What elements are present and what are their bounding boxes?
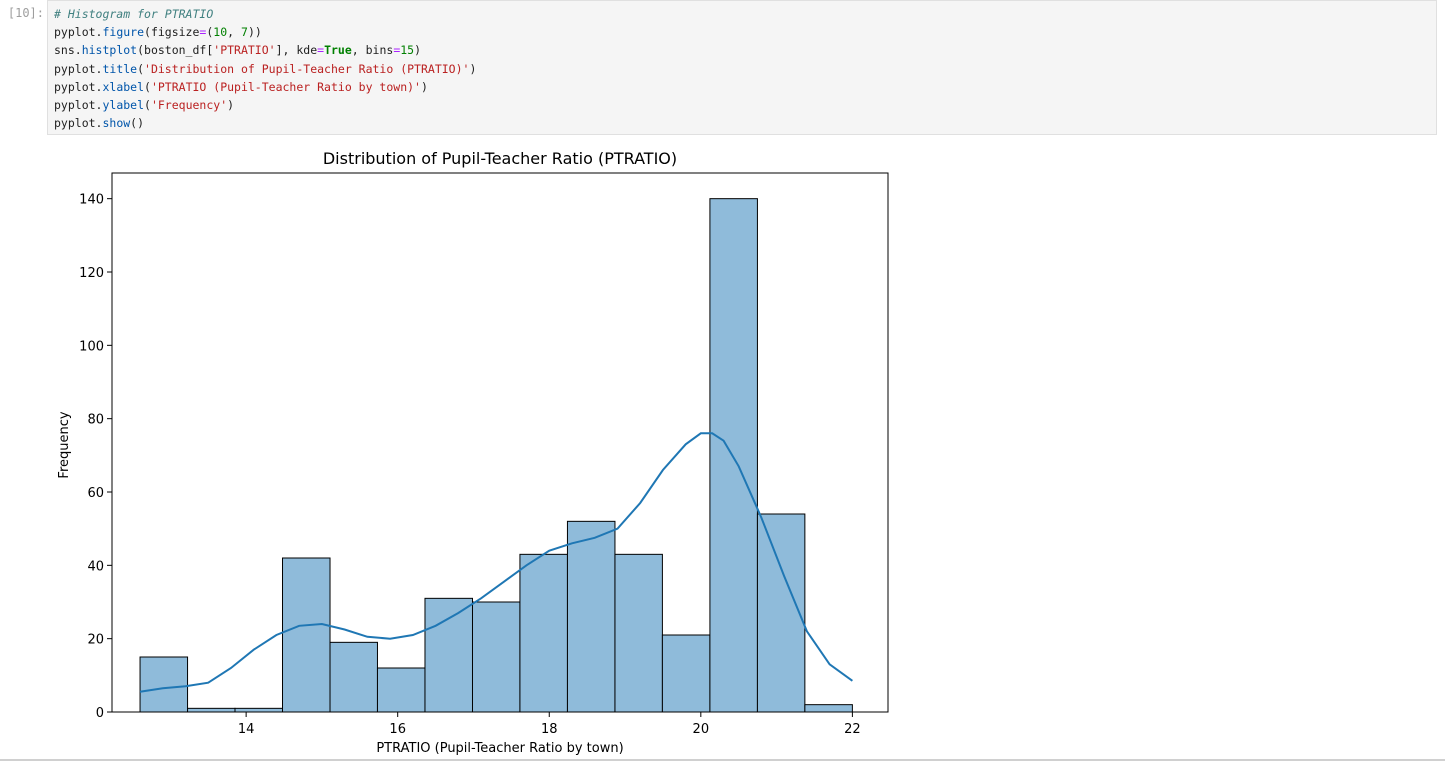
y-tick-label: 80 — [87, 413, 104, 428]
code-token: = — [199, 25, 207, 40]
code-token: 'PTRATIO' — [213, 43, 276, 58]
code-token: ], kde — [275, 43, 318, 58]
histogram-bar — [187, 707, 236, 713]
code-token: , bins — [351, 43, 394, 58]
y-tick-label: 40 — [87, 559, 104, 574]
x-tick-label: 20 — [693, 722, 710, 737]
chart-title: Distribution of Pupil-Teacher Ratio (PTR… — [323, 149, 677, 168]
histogram-bar — [234, 707, 284, 713]
histogram-bar — [519, 553, 568, 713]
code-token: show — [102, 116, 131, 131]
code-token: histplot — [81, 43, 138, 58]
x-tick-label: 14 — [238, 722, 255, 737]
code-token: pyplot. — [54, 25, 103, 40]
code-token: 'Distribution of Pupil-Teacher Ratio (PT… — [144, 61, 470, 76]
y-tick-label: 20 — [87, 633, 104, 648]
code-token: (figsize — [144, 25, 200, 40]
code-token: pyplot. — [54, 61, 103, 76]
histogram-bar — [661, 634, 711, 713]
code-token: pyplot. — [54, 116, 103, 131]
code-token: 'Frequency' — [150, 98, 228, 113]
code-token: figure — [102, 25, 145, 40]
y-tick-label: 60 — [87, 486, 104, 501]
code-token: ( — [137, 61, 145, 76]
histogram-bar — [804, 704, 853, 713]
code-token: pyplot. — [54, 79, 103, 94]
code-token: 10 — [213, 25, 228, 40]
histogram-bar — [329, 641, 378, 713]
code-line: pyplot.figure(figsize=(10, 7)) — [54, 23, 1436, 41]
code-token: ( — [206, 25, 214, 40]
histogram-bar — [756, 513, 806, 713]
code-token: = — [317, 43, 325, 58]
code-line: pyplot.title('Distribution of Pupil-Teac… — [54, 60, 1436, 78]
code-token: xlabel — [102, 79, 145, 94]
code-line: sns.histplot(boston_df['PTRATIO'], kde=T… — [54, 41, 1436, 59]
code-cell-editor[interactable]: # Histogram for PTRATIO pyplot.figure(fig… — [47, 0, 1437, 135]
code-token: ( — [144, 79, 151, 94]
code-line: # Histogram for PTRATIO — [54, 5, 1436, 23]
histogram-bar — [614, 553, 663, 713]
code-token: , — [227, 25, 241, 40]
y-tick-label: 100 — [79, 339, 104, 354]
code-line: pyplot.ylabel('Frequency') — [54, 96, 1436, 114]
code-token: # Histogram for PTRATIO — [54, 7, 214, 21]
cell-prompt: [10]: — [7, 6, 44, 20]
kde-curve — [139, 432, 853, 693]
code-token: ylabel — [102, 98, 145, 113]
code-token: 15 — [400, 43, 415, 58]
code-token: sns. — [54, 43, 82, 58]
code-token: ) — [469, 61, 477, 76]
x-tick-label: 16 — [389, 722, 406, 737]
histogram-bar — [424, 597, 473, 713]
code-token: = — [393, 43, 401, 58]
y-tick-label: 120 — [79, 266, 104, 281]
code-token: (boston_df[ — [137, 43, 214, 58]
histogram-bar — [471, 601, 521, 713]
code-token: ) — [420, 79, 428, 94]
histogram-bar — [709, 198, 758, 713]
code-token: pyplot. — [54, 98, 103, 113]
cell-output: Distribution of Pupil-Teacher Ratio (PTR… — [0, 140, 900, 765]
axes-frame — [111, 172, 889, 713]
y-axis-label: Frequency — [57, 411, 72, 478]
code-token: ) — [227, 98, 235, 113]
code-line: pyplot.xlabel('PTRATIO (Pupil-Teacher Ra… — [54, 78, 1436, 96]
x-tick-label: 18 — [541, 722, 558, 737]
code-token: )) — [247, 25, 262, 40]
code-token: title — [102, 61, 138, 76]
code-token: ( — [144, 98, 151, 113]
histogram-bar — [139, 656, 189, 713]
y-tick-label: 140 — [79, 193, 104, 208]
y-tick-label: 0 — [96, 706, 104, 721]
histogram-bar — [566, 520, 616, 713]
histogram-bar — [376, 667, 426, 713]
code-token: () — [130, 116, 145, 131]
code-token: 7 — [241, 25, 248, 40]
histogram-chart: Distribution of Pupil-Teacher Ratio (PTR… — [57, 149, 889, 756]
x-axis-label: PTRATIO (Pupil-Teacher Ratio by town) — [376, 741, 623, 756]
code-token: 'PTRATIO (Pupil-Teacher Ratio by town)' — [150, 79, 421, 94]
code-line: pyplot.show() — [54, 114, 1436, 132]
histogram-bar — [282, 557, 331, 713]
x-tick-label: 22 — [844, 722, 861, 737]
cell-divider — [0, 759, 1445, 761]
code-token: ) — [414, 43, 422, 58]
code-token: True — [324, 43, 352, 58]
